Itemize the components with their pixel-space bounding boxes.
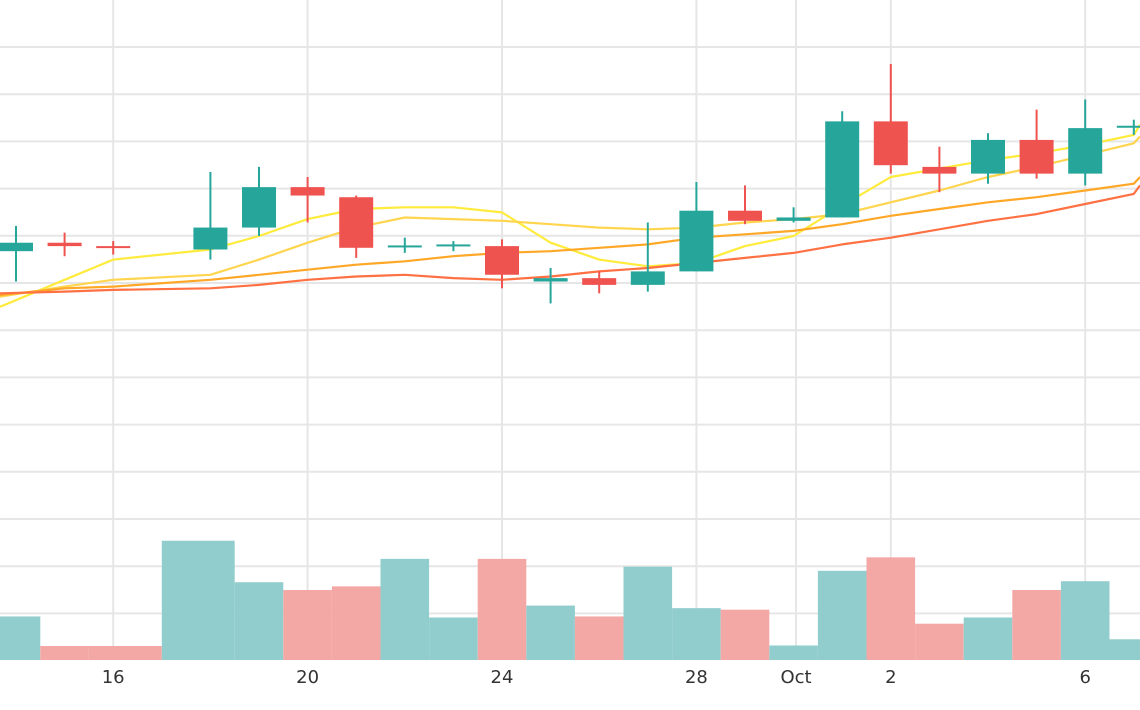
- candle-body: [728, 210, 762, 221]
- volume-bar: [672, 608, 721, 660]
- candle: [436, 241, 471, 252]
- candle: [0, 225, 33, 282]
- volume-bar: [866, 557, 916, 660]
- x-tick-label: 6: [1079, 667, 1090, 688]
- candle: [971, 133, 1005, 184]
- candle: [290, 177, 325, 223]
- candle-body: [630, 271, 665, 285]
- volume-bar: [623, 566, 673, 660]
- candle: [242, 166, 276, 236]
- candle: [96, 241, 131, 255]
- candle-body: [47, 242, 82, 247]
- candle: [1068, 99, 1103, 186]
- candle: [679, 182, 714, 272]
- candle: [485, 239, 519, 289]
- candle-body: [1116, 125, 1140, 128]
- x-tick-label: 16: [102, 667, 125, 688]
- x-tick-label: 2: [885, 667, 896, 688]
- volume-bar: [574, 616, 624, 660]
- candle-body: [825, 121, 860, 218]
- volume-bar: [234, 582, 284, 660]
- volume-bar: [331, 586, 381, 660]
- candle: [1019, 109, 1054, 179]
- candle: [1116, 119, 1140, 135]
- volume-bar: [769, 645, 818, 660]
- moving-average-line: [0, 176, 1140, 297]
- candle: [776, 207, 811, 223]
- moving-average-line: [0, 184, 1140, 295]
- candle: [339, 195, 374, 258]
- candle-body: [193, 227, 228, 250]
- candle: [922, 146, 957, 193]
- volume-bar: [915, 623, 964, 660]
- x-axis-tick-labels: 16 20 24 28 Oct 2 6: [102, 667, 1091, 688]
- candle: [533, 268, 568, 304]
- candle-body: [485, 246, 519, 275]
- volume-bar: [40, 646, 89, 660]
- candle: [582, 271, 617, 294]
- volume-bar: [817, 570, 867, 660]
- candle-body: [971, 139, 1005, 174]
- candle-body: [873, 121, 908, 166]
- x-tick-label: 24: [491, 667, 514, 688]
- candle: [193, 171, 228, 260]
- volume-bar: [1060, 581, 1110, 660]
- candle: [728, 185, 762, 225]
- candle-body: [922, 166, 957, 174]
- x-tick-label: Oct: [780, 667, 811, 688]
- volume-bar: [1012, 590, 1061, 660]
- candle-body: [242, 187, 276, 228]
- candle: [873, 64, 908, 174]
- moving-average-line: [0, 135, 1140, 298]
- volume-bar: [429, 617, 478, 660]
- candlesticks: [0, 64, 1140, 304]
- candle-body: [1068, 128, 1103, 174]
- candle-body: [339, 197, 374, 248]
- moving-average-line: [0, 124, 1140, 308]
- volume-bar: [1109, 639, 1140, 660]
- candle-body: [679, 210, 714, 272]
- candle-body: [0, 242, 33, 252]
- x-tick-label: 28: [685, 667, 708, 688]
- candle-body: [436, 244, 471, 247]
- volume-bar: [963, 617, 1013, 660]
- volume-bar: [0, 616, 41, 660]
- volume-bar: [161, 540, 235, 660]
- x-tick-label: 20: [296, 667, 319, 688]
- volume-bar: [88, 646, 162, 660]
- candle-body: [290, 187, 325, 196]
- candle-body: [533, 278, 568, 282]
- horizontal-gridlines: [0, 46, 1140, 615]
- candle: [630, 222, 665, 292]
- candle-body: [776, 217, 811, 221]
- candle-body: [96, 246, 131, 249]
- candle: [387, 237, 422, 253]
- candle: [47, 232, 82, 257]
- candle-body: [1019, 139, 1054, 174]
- volume-bar: [720, 609, 770, 660]
- candle: [825, 111, 860, 218]
- candle-body: [387, 245, 422, 248]
- volume-bar: [380, 558, 430, 660]
- volume-bar: [283, 590, 332, 660]
- volume-bars: [0, 540, 1140, 660]
- candle-body: [582, 278, 617, 285]
- volume-bar: [526, 605, 575, 660]
- volume-bar: [477, 558, 527, 660]
- moving-average-lines: [0, 124, 1140, 308]
